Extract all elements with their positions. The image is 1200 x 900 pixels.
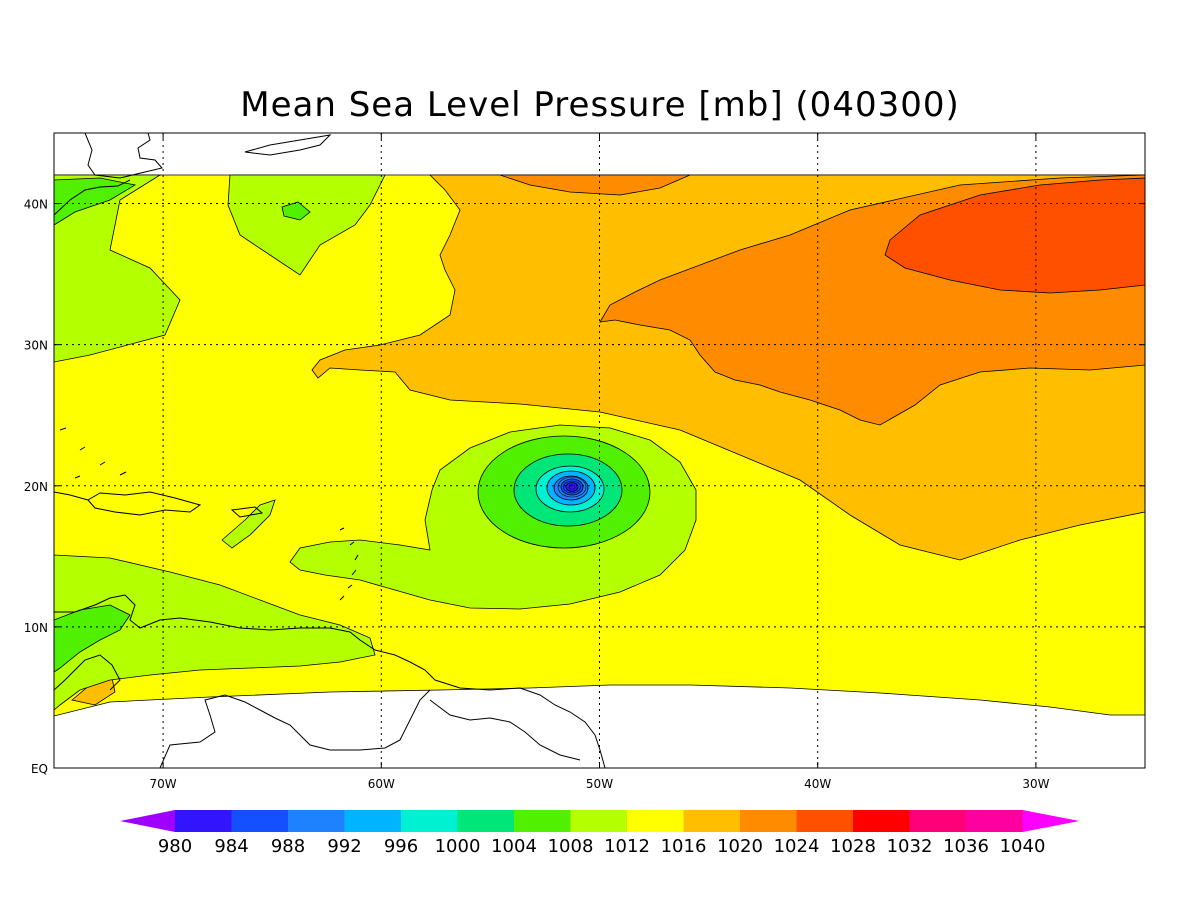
contour-fill-1004-caribbean [54, 604, 131, 673]
contour-fill-1008-antilles [221, 499, 276, 549]
contour-fill-1004-nw [54, 177, 137, 226]
tick-label-x: 40W [804, 777, 831, 791]
colorbar-segment [853, 810, 910, 832]
tick-label-y: EQ [31, 762, 48, 776]
colorbar-label: 1020 [717, 836, 763, 857]
colorbar-label: 1036 [943, 836, 989, 857]
colorbar-segment [627, 810, 684, 832]
grid-lines [54, 133, 1145, 768]
colorbar-segment [966, 810, 1023, 832]
axis-ticks: 70W 60W 50W 40W 30W EQ 10N 20N 30N 40N [24, 133, 1145, 791]
map-title: Mean Sea Level Pressure [mb] (040300) [240, 85, 960, 125]
contour-fill-1024 [884, 177, 1145, 294]
contour-fill-1008-west [54, 174, 181, 363]
colorbar-segment [344, 810, 402, 832]
coastline-hispaniola [87, 491, 202, 516]
contour-fill-980-low [565, 482, 579, 492]
colorbar-segment [288, 810, 345, 832]
tick-label-y: 30N [24, 339, 48, 353]
tick-label-x: 30W [1022, 777, 1049, 791]
colorbar-label: 992 [327, 836, 361, 857]
tick-label-x: 70W [150, 777, 177, 791]
contour-fill-1004-small [281, 201, 311, 221]
colorbar-label: 984 [214, 836, 248, 857]
coastline-north-america [84, 133, 163, 179]
coastline-south-america-interior [159, 689, 431, 768]
colorbar-label: 1032 [887, 836, 933, 857]
colorbar-segment [514, 810, 571, 832]
isobar-ring [557, 476, 587, 498]
coastline-colombia [54, 654, 121, 691]
isobar-ring [563, 480, 581, 494]
colorbar-label: 988 [271, 836, 305, 857]
coastline-lesser-antilles [339, 527, 359, 601]
colorbar-segment [570, 810, 628, 832]
coastline-cuba [54, 491, 89, 501]
colorbar-segment [231, 810, 289, 832]
colorbar-segment [909, 810, 967, 832]
colorbar-label: 1024 [774, 836, 820, 857]
colorbar-segment [401, 810, 458, 832]
colorbar-segment [175, 810, 232, 832]
contour-fill-1008-caribbean [54, 554, 376, 711]
low-isobar-rings [557, 476, 587, 498]
isobar-ring [568, 484, 576, 490]
colorbar-label: 996 [384, 836, 418, 857]
contour-fill-1008-north [227, 174, 386, 276]
tick-label-y: 20N [24, 480, 48, 494]
colorbar-label: 1000 [435, 836, 481, 857]
tick-label-x: 50W [586, 777, 613, 791]
colorbar: 980 984 988 992 996 1000 1004 1008 1012 1016 1020 1… [120, 810, 1080, 857]
coastline-us-east [54, 179, 131, 216]
colorbar-label: 1008 [548, 836, 594, 857]
colorbar-segment [683, 810, 741, 832]
colorbar-arrow-high [1022, 810, 1080, 832]
coastline-puerto-rico [230, 506, 264, 518]
coastline-guianas [429, 699, 581, 761]
colorbar-label: 1012 [604, 836, 650, 857]
colorbar-segment [740, 810, 797, 832]
tick-label-x: 60W [368, 777, 395, 791]
coastline-bahamas [59, 427, 127, 479]
coastlines [54, 133, 606, 768]
coastline-central-america [54, 594, 606, 768]
colorbar-label: 1004 [491, 836, 537, 857]
colorbar-segment [457, 810, 515, 832]
colorbar-label: 1028 [830, 836, 876, 857]
colorbar-label: 1016 [661, 836, 707, 857]
colorbar-segment [796, 810, 854, 832]
colorbar-label: 980 [158, 836, 192, 857]
colorbar-label: 1040 [1000, 836, 1046, 857]
colorbar-arrow-low [120, 810, 175, 832]
tick-label-y: 10N [24, 621, 48, 635]
coastline-nova-scotia [244, 134, 332, 156]
map-area [54, 133, 1145, 768]
contour-fill-1020-north [499, 174, 691, 196]
tick-label-y: 40N [24, 198, 48, 212]
